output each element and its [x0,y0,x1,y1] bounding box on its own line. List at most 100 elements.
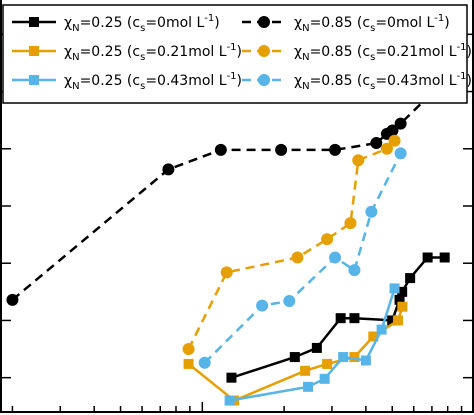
legend-sup: -1 [457,71,467,82]
series-3 [224,283,400,406]
legend-entry-2: χN=0.25 (cs=0.21mol L-1) [12,42,242,63]
legend-sub2: s [370,52,375,63]
legend-chi: χ [64,15,72,31]
legend-chi: χ [294,73,302,89]
legend-close: ) [237,44,242,60]
legend-sup: -1 [457,42,467,53]
data-point [394,117,407,130]
data-point [389,283,400,294]
legend-close: ) [444,15,449,31]
legend-tail: =0.43mol L [375,73,456,89]
data-point [319,373,330,384]
data-point [220,266,233,279]
data-point [360,355,371,366]
data-point [387,315,398,326]
data-point [349,313,360,324]
legend-close: ) [467,44,472,60]
data-point [291,251,304,264]
legend-mid: =0.85 (c [310,73,371,89]
legend-tail: =0.21mol L [375,44,456,60]
data-point [183,358,194,369]
series-4 [6,85,461,306]
data-point [6,293,19,306]
legend-sub2: s [370,81,375,92]
legend-label: χN=0.85 (cs=0.43mol L-1) [294,71,472,92]
legend-swatch-marker [29,17,39,27]
data-point [300,365,311,376]
data-point [311,342,322,353]
legend-sub: N [302,52,309,63]
legend-sub2: s [140,52,145,63]
legend-swatch-marker [258,45,270,57]
legend-mid: =0.25 (c [80,44,141,60]
data-point [338,352,349,363]
data-point [329,251,342,264]
data-point [289,352,300,363]
legend-close: ) [237,73,242,89]
series-line [187,139,396,350]
legend-chi: χ [294,44,302,60]
data-point [322,358,333,369]
legend-sup: -1 [227,71,237,82]
series-6 [198,147,407,369]
legend-swatch-marker [258,74,270,86]
series-5 [182,134,401,356]
data-point [439,252,450,263]
legend-box [2,4,468,104]
legend-sub2: s [370,23,375,34]
legend-swatch-marker [29,46,39,56]
legend-entry-3: χN=0.25 (cs=0.43mol L-1) [12,71,242,92]
series-line [11,90,455,301]
legend-sub: N [302,23,309,34]
legend-close: ) [214,15,219,31]
data-point [182,343,195,356]
legend-label: χN=0.85 (cs=0.21mol L-1) [294,42,472,63]
series-1 [226,252,450,383]
legend-tail: =0mol L [375,15,434,31]
data-point [321,233,334,246]
data-point [256,299,269,312]
legend-entry-5: χN=0.85 (cs=0.21mol L-1) [242,42,472,63]
legend-entry-1: χN=0.25 (cs=0mol L-1) [12,13,220,34]
legend-sup: -1 [227,42,237,53]
data-point [335,313,346,324]
legend-mid: =0.25 (c [80,15,141,31]
data-point [349,352,360,363]
data-point [275,143,288,156]
data-point [405,273,416,284]
legend-sub: N [302,81,309,92]
legend-chi: χ [64,44,72,60]
data-point [348,264,361,277]
data-point [386,124,399,137]
data-point [214,143,227,156]
data-point [392,315,403,326]
legend: χN=0.25 (cs=0mol L-1)χN=0.25 (cs=0.21mol… [2,4,472,104]
legend-sub2: s [140,23,145,34]
data-point [352,154,365,167]
legend-sub2: s [140,81,145,92]
data-point [394,294,405,305]
legend-sub: N [72,81,79,92]
legend-entry-4: χN=0.85 (cs=0mol L-1) [242,13,450,34]
legend-chi: χ [64,73,72,89]
data-point [388,134,401,147]
data-point [376,324,387,335]
data-point [329,143,342,156]
legend-sup: -1 [434,13,444,24]
legend-chi: χ [294,15,302,31]
data-point [283,294,296,307]
data-point [198,356,211,369]
legend-label: χN=0.25 (cs=0mol L-1) [64,13,220,34]
legend-sub: N [72,23,79,34]
data-point [380,142,393,155]
legend-close: ) [467,73,472,89]
legend-sub: N [72,52,79,63]
data-point [226,372,237,383]
data-point [224,395,235,406]
legend-tail: =0.43mol L [145,73,226,89]
legend-swatch-marker [29,75,39,85]
legend-tail: =0.21mol L [145,44,226,60]
legend-mid: =0.85 (c [310,15,371,31]
data-point [162,163,175,176]
